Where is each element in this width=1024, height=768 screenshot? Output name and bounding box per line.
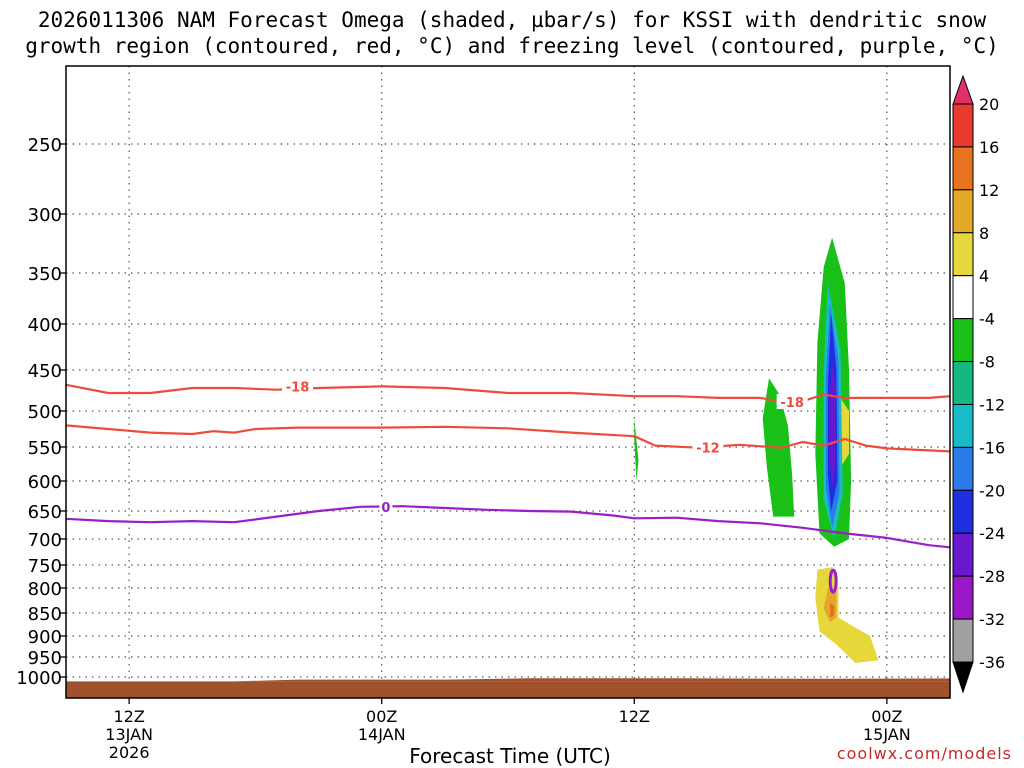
x-tick-label: 13JAN xyxy=(105,725,153,744)
x-tick-label: 12Z xyxy=(619,707,650,726)
colorbar-swatch xyxy=(952,446,974,491)
y-tick-label: 500 xyxy=(28,402,62,423)
y-tick-label: 800 xyxy=(28,579,62,600)
terrain-bump xyxy=(234,678,950,682)
colorbar-swatch xyxy=(952,403,974,448)
colorbar-label: 12 xyxy=(979,181,999,200)
colorbar-label: 16 xyxy=(979,138,999,157)
colorbar-swatch xyxy=(952,318,974,363)
y-tick-label: 350 xyxy=(28,264,62,285)
colorbar-label: -36 xyxy=(979,653,1005,672)
x-tick-label: 00Z xyxy=(366,707,397,726)
omega-core-band xyxy=(830,360,836,487)
x-tick-label: 15JAN xyxy=(863,725,911,744)
colorbar-label: -4 xyxy=(979,310,995,329)
y-tick-label: 700 xyxy=(28,530,62,551)
contour-line xyxy=(66,424,950,453)
y-tick-label: 250 xyxy=(28,135,62,156)
colorbar-label: -32 xyxy=(979,610,1005,629)
colorbar-swatch xyxy=(952,103,974,148)
contour-label: -18 xyxy=(286,380,310,395)
colorbar-swatch xyxy=(952,232,974,277)
colorbar-bottom-arrow xyxy=(952,661,974,694)
contour-label-bg xyxy=(776,393,808,409)
contour-line xyxy=(66,383,950,404)
terrain-surface xyxy=(66,681,950,698)
colorbar-swatch xyxy=(952,146,974,191)
colorbar-swatch xyxy=(952,189,974,234)
colorbar-label: -28 xyxy=(979,567,1005,586)
y-tick-label: 650 xyxy=(28,502,62,523)
contour-line xyxy=(66,505,950,549)
contour-label-bg xyxy=(379,498,393,514)
y-tick-label: 600 xyxy=(28,472,62,493)
colorbar-label: -12 xyxy=(979,395,1005,414)
colorbar-label: 20 xyxy=(979,95,999,114)
colorbar-swatch xyxy=(952,618,974,663)
colorbar-label: -24 xyxy=(979,524,1005,543)
colorbar-swatch xyxy=(952,575,974,620)
y-tick-label: 400 xyxy=(28,315,62,336)
colorbar-label: -20 xyxy=(979,481,1005,500)
colorbar-label: -16 xyxy=(979,438,1005,457)
colorbar-swatch xyxy=(952,489,974,534)
colorbar-label: 8 xyxy=(979,224,989,243)
y-tick-label: 900 xyxy=(28,627,62,648)
y-tick-label: 550 xyxy=(28,438,62,459)
omega-orange-spot xyxy=(830,603,835,618)
y-tick-label: 450 xyxy=(28,361,62,382)
y-tick-label: 950 xyxy=(28,648,62,669)
y-tick-label: 750 xyxy=(28,556,62,577)
contour-label-bg xyxy=(282,378,314,394)
colorbar-swatch xyxy=(952,532,974,577)
contour-label: 0 xyxy=(381,501,390,516)
x-tick-label: 2026 xyxy=(109,743,150,762)
x-tick-label: 14JAN xyxy=(358,725,406,744)
plot-area: -18-18-18-12-12-1200 xyxy=(66,237,950,698)
x-axis-label: Forecast Time (UTC) xyxy=(409,744,611,768)
colorbar-swatch xyxy=(952,275,974,320)
contour-label: -18 xyxy=(780,396,804,411)
plot-frame xyxy=(65,65,951,699)
y-tick-label: 850 xyxy=(28,604,62,625)
y-tick-label: 300 xyxy=(28,205,62,226)
y-tick-label: 1000 xyxy=(16,668,62,689)
contour-label-bg xyxy=(692,439,724,455)
colorbar-top-arrow xyxy=(952,74,974,105)
chart-title-line-2: growth region (contoured, red, °C) and f… xyxy=(25,34,999,58)
colorbar-label: 4 xyxy=(979,267,989,286)
omega-region xyxy=(634,418,639,481)
colorbar-label: -8 xyxy=(979,353,995,372)
chart-title-line-1: 2026011306 NAM Forecast Omega (shaded, µ… xyxy=(37,8,987,32)
colorbar-swatch xyxy=(952,361,974,405)
x-tick-label: 12Z xyxy=(113,707,144,726)
plot-background xyxy=(66,66,950,698)
freezing-ring xyxy=(828,568,838,594)
x-tick-label: 00Z xyxy=(871,707,902,726)
contour-label: -12 xyxy=(696,442,720,457)
credit-link[interactable]: coolwx.com/models xyxy=(836,744,1012,763)
